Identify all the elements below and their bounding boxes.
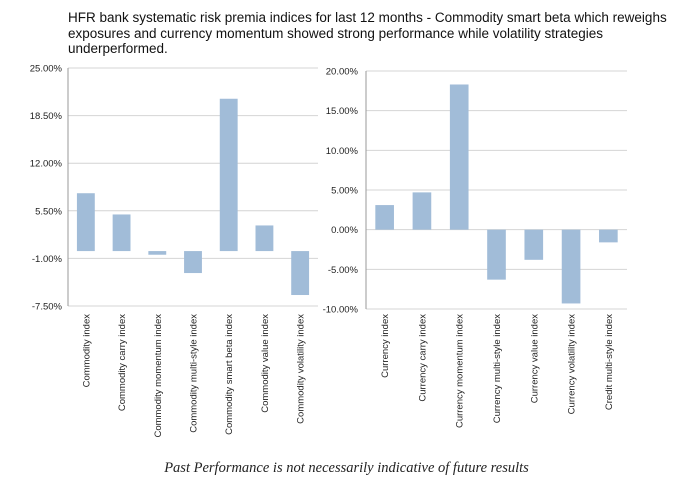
y-tick-label: 18.50% [30, 111, 63, 122]
category-label: Currency volatility index [567, 314, 578, 415]
category-label: Commodity index [81, 314, 92, 388]
bar-commodity-3 [148, 251, 167, 255]
category-label: Currency momentum index [455, 314, 466, 428]
bar-commodity-2 [112, 214, 131, 252]
bar-commodity-6 [255, 225, 274, 252]
y-tick-label: 15.00% [326, 106, 359, 117]
bar-currency-5 [524, 229, 544, 260]
bar-commodity-4 [184, 251, 202, 274]
bar-currency-2 [412, 192, 432, 230]
category-label: Currency index [380, 314, 391, 378]
category-label: Commodity value index [260, 314, 271, 413]
category-label: Commodity multi-style index [189, 314, 200, 433]
y-tick-label: -10.00% [323, 305, 359, 316]
commodity-indices-chart: -7.50% -1.00% 5.50% 12.00% 18.50% 25.00% Commo… [30, 64, 318, 438]
bar-currency-4 [487, 229, 506, 280]
performance-disclaimer: Past Performance is not necessarily indi… [164, 460, 529, 476]
bar-currency-6 [561, 229, 581, 304]
category-label: Commodity momentum index [153, 314, 164, 438]
category-label: Commodity carry index [117, 314, 128, 411]
category-label: Commodity smart beta index [224, 314, 235, 435]
bar-commodity-1 [76, 193, 95, 252]
category-label: Commodity volatility index [296, 314, 307, 424]
bar-commodity-7 [291, 251, 310, 296]
y-tick-label: 0.00% [331, 225, 358, 236]
y-tick-label: 25.00% [30, 64, 63, 75]
y-tick-label: -5.00% [328, 265, 359, 276]
y-tick-label: 20.00% [326, 67, 359, 78]
y-tick-label: 10.00% [326, 146, 359, 157]
y-tick-label: -1.00% [32, 254, 63, 265]
y-tick-label: 12.00% [30, 159, 63, 170]
y-tick-label: -7.50% [32, 302, 63, 313]
bar-currency-1 [375, 205, 394, 230]
bar-currency-7 [599, 229, 618, 243]
y-tick-label: 5.00% [331, 186, 358, 197]
currency-indices-chart: -10.00% -5.00% 0.00% 5.00% 10.00% 15.00% 20.00… [323, 67, 627, 428]
category-label: Currency carry index [417, 314, 428, 402]
chart-title: HFR bank systematic risk premia indices … [68, 10, 667, 56]
category-label: Credit multi-style index [604, 314, 615, 410]
y-tick-label: 5.50% [35, 206, 62, 217]
bar-currency-3 [449, 84, 469, 230]
category-label: Currency value index [529, 314, 540, 403]
category-label: Currency multi-style index [492, 314, 503, 424]
bar-commodity-5 [219, 98, 238, 252]
